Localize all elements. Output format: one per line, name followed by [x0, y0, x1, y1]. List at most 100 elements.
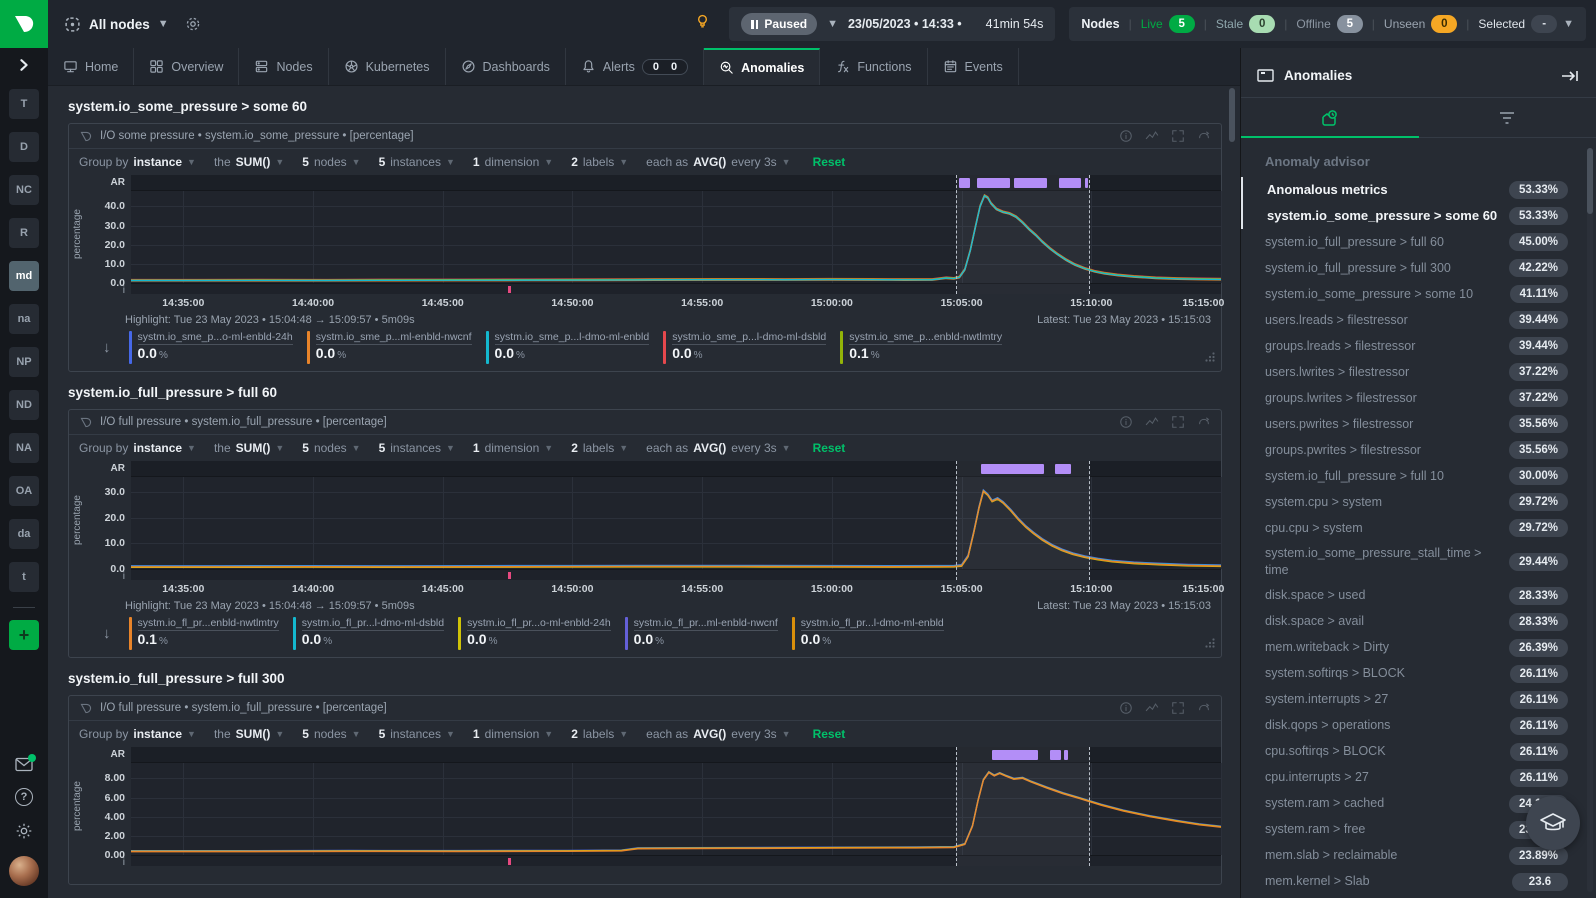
info-icon[interactable]	[1119, 701, 1133, 715]
control-dropdown[interactable]: 5 instances ▼	[379, 727, 455, 741]
sidebar-scrollbar-thumb[interactable]	[1587, 148, 1593, 214]
space-tile-D[interactable]: D	[9, 132, 39, 162]
expand-icon[interactable]	[1171, 129, 1185, 143]
anomaly-metric-row[interactable]: system.io_full_pressure > full 10 30.00%	[1241, 463, 1596, 489]
date-range[interactable]: 23/05/2023 • 14:33 •	[847, 17, 962, 31]
tab-alerts[interactable]: Alerts 0 0	[566, 48, 705, 85]
control-dropdown[interactable]: 2 labels ▼	[571, 441, 628, 455]
chart-plot-area[interactable]	[131, 175, 1222, 294]
control-dropdown[interactable]: Group by instance ▼	[79, 155, 196, 169]
space-tile-da[interactable]: da	[9, 519, 39, 549]
tab-functions[interactable]: Functions	[820, 48, 928, 85]
tab-anomaly-advisor[interactable]	[1241, 98, 1419, 138]
space-tile-NA[interactable]: NA	[9, 433, 39, 463]
control-dropdown[interactable]: the SUM() ▼	[214, 727, 284, 741]
space-tile-OA[interactable]: OA	[9, 476, 39, 506]
line-chart-icon[interactable]	[1145, 129, 1159, 143]
space-tile-NC[interactable]: NC	[9, 175, 39, 205]
legend-item[interactable]: systm.io_fl_pr...l-dmo-ml-dsbld 0.0%	[292, 617, 445, 650]
anomaly-metric-row[interactable]: system.io_some_pressure > some 60 53.33%	[1241, 203, 1596, 229]
anomaly-metric-row[interactable]: groups.lwrites > filestressor 37.22%	[1241, 385, 1596, 411]
space-tile-md[interactable]: md	[9, 261, 39, 291]
space-tile-R[interactable]: R	[9, 218, 39, 248]
control-dropdown[interactable]: Group by instance ▼	[79, 441, 196, 455]
drag-pan-icon[interactable]	[1197, 701, 1211, 715]
chart-plot-area[interactable]	[131, 461, 1222, 580]
anomaly-metric-row[interactable]: cpu.cpu > system 29.72%	[1241, 515, 1596, 541]
learn-graduation-cap-button[interactable]	[1526, 796, 1580, 850]
node-selector[interactable]: All nodes ▼	[64, 16, 169, 33]
legend-scroll-down-icon[interactable]: ↓	[103, 339, 111, 356]
space-tile-t[interactable]: t	[9, 562, 39, 592]
chart-plot-area[interactable]	[131, 747, 1222, 866]
anomaly-metric-row[interactable]: system.io_full_pressure > full 60 45.00%	[1241, 229, 1596, 255]
invite-envelope-icon[interactable]	[15, 754, 36, 772]
node-settings-gear-icon[interactable]	[185, 16, 201, 32]
resize-handle-icon[interactable]	[1205, 349, 1215, 367]
node-stat-offline[interactable]: Offline 5	[1296, 15, 1363, 33]
main-scrollbar-thumb[interactable]	[1229, 88, 1235, 142]
anomaly-metric-row[interactable]: mem.slab > reclaimable 23.89%	[1241, 843, 1596, 869]
anomaly-metric-row[interactable]: mem.writeback > Dirty 26.39%	[1241, 635, 1596, 661]
tab-filters[interactable]	[1419, 98, 1596, 137]
expand-icon[interactable]	[1171, 701, 1185, 715]
legend-item[interactable]: systm.io_sme_p...enbld-nwtlmtry 0.1%	[840, 331, 1003, 364]
drag-pan-icon[interactable]	[1197, 415, 1211, 429]
legend-item[interactable]: systm.io_sme_p...ml-enbld-nwcnf 0.0%	[306, 331, 472, 364]
space-tile-T[interactable]: T	[9, 89, 39, 119]
tab-dashboards[interactable]: Dashboards	[446, 48, 566, 85]
info-icon[interactable]	[1119, 129, 1133, 143]
anomaly-metric-row[interactable]: Anomalous metrics 53.33%	[1241, 177, 1596, 203]
legend-item[interactable]: systm.io_fl_pr...enbld-nwtlmtry 0.1%	[128, 617, 279, 650]
time-chevron-down-icon[interactable]: ▼	[827, 18, 838, 30]
anomaly-metric-row[interactable]: disk.space > avail 28.33%	[1241, 609, 1596, 635]
node-stat-selected[interactable]: Selected - ▼	[1478, 15, 1574, 33]
control-dropdown[interactable]: the SUM() ▼	[214, 441, 284, 455]
control-dropdown[interactable]: 5 nodes ▼	[302, 441, 360, 455]
space-tile-ND[interactable]: ND	[9, 390, 39, 420]
control-dropdown[interactable]: 5 instances ▼	[379, 441, 455, 455]
tab-anomalies[interactable]: Anomalies	[704, 48, 821, 85]
anomaly-metric-row[interactable]: system.io_some_pressure_stall_time > tim…	[1241, 541, 1596, 583]
anomaly-metric-row[interactable]: system.interrupts > 27 26.11%	[1241, 687, 1596, 713]
reset-button[interactable]: Reset	[812, 155, 846, 169]
anomaly-metric-row[interactable]: cpu.softirqs > BLOCK 26.11%	[1241, 739, 1596, 765]
legend-item[interactable]: systm.io_fl_pr...o-ml-enbld-24h 0.0%	[458, 617, 611, 650]
legend-item[interactable]: systm.io_sme_p...o-ml-enbld-24h 0.0%	[128, 331, 293, 364]
info-icon[interactable]	[1119, 415, 1133, 429]
news-bulb-icon[interactable]	[694, 13, 711, 35]
legend-scroll-down-icon[interactable]: ↓	[103, 625, 111, 642]
anomaly-metric-row[interactable]: users.lreads > filestressor 39.44%	[1241, 307, 1596, 333]
control-dropdown[interactable]: 5 instances ▼	[379, 155, 455, 169]
user-avatar[interactable]	[9, 856, 39, 886]
tab-overview[interactable]: Overview	[134, 48, 240, 85]
add-space-button[interactable]: +	[9, 620, 39, 650]
sidebar-scrollbar[interactable]	[1587, 148, 1593, 892]
tab-home[interactable]: Home	[48, 48, 135, 85]
reset-button[interactable]: Reset	[812, 727, 846, 741]
line-chart-icon[interactable]	[1145, 701, 1159, 715]
collapse-sidebar-icon[interactable]	[1560, 69, 1580, 83]
line-chart-icon[interactable]	[1145, 415, 1159, 429]
control-dropdown[interactable]: 5 nodes ▼	[302, 155, 360, 169]
control-dropdown[interactable]: each as AVG() every 3s ▼	[646, 155, 790, 169]
expand-rail-chevron-icon[interactable]	[17, 58, 31, 77]
control-dropdown[interactable]: 5 nodes ▼	[302, 727, 360, 741]
anomaly-metric-row[interactable]: users.lwrites > filestressor 37.22%	[1241, 359, 1596, 385]
control-dropdown[interactable]: 1 dimension ▼	[473, 441, 553, 455]
control-dropdown[interactable]: each as AVG() every 3s ▼	[646, 441, 790, 455]
tab-nodes[interactable]: Nodes	[239, 48, 329, 85]
anomaly-metric-row[interactable]: groups.pwrites > filestressor 35.56%	[1241, 437, 1596, 463]
netdata-logo[interactable]	[0, 0, 48, 48]
reset-button[interactable]: Reset	[812, 441, 846, 455]
anomaly-metric-row[interactable]: system.cpu > system 29.72%	[1241, 489, 1596, 515]
expand-icon[interactable]	[1171, 415, 1185, 429]
anomaly-metric-row[interactable]: users.pwrites > filestressor 35.56%	[1241, 411, 1596, 437]
space-tile-na[interactable]: na	[9, 304, 39, 334]
legend-item[interactable]: systm.io_fl_pr...l-dmo-ml-enbld 0.0%	[791, 617, 944, 650]
node-stat-live[interactable]: Live 5	[1141, 15, 1195, 33]
control-dropdown[interactable]: the SUM() ▼	[214, 155, 284, 169]
anomaly-metric-row[interactable]: system.io_full_pressure > full 300 42.22%	[1241, 255, 1596, 281]
settings-gear-icon[interactable]	[15, 822, 33, 840]
control-dropdown[interactable]: 2 labels ▼	[571, 727, 628, 741]
